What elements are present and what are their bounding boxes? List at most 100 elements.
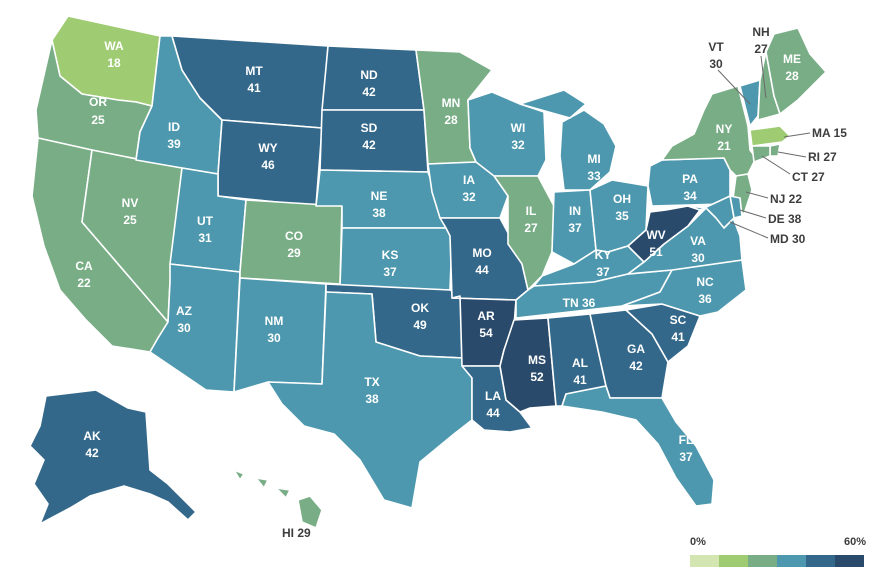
state-TX[interactable] (267, 291, 473, 509)
label-IL-value: 27 (524, 221, 538, 235)
state-MA[interactable] (749, 125, 791, 147)
leader-MA (783, 132, 811, 138)
label-DE: DE 38 (768, 212, 802, 226)
state-MI[interactable] (519, 89, 617, 191)
label-IN-abbr: IN (569, 204, 581, 218)
legend-swatch-1 (690, 555, 719, 567)
leader-VT (717, 69, 751, 105)
label-VA-value: 30 (691, 251, 705, 265)
label-IA-abbr: IA (463, 173, 475, 187)
label-OK-value: 49 (413, 318, 427, 332)
label-NE-value: 38 (372, 206, 386, 220)
label-NH-abbr: NH (752, 25, 769, 39)
label-LA-value: 44 (486, 406, 500, 420)
label-MD: MD 30 (770, 232, 806, 246)
label-TX-abbr: TX (364, 375, 379, 389)
state-MD[interactable] (687, 195, 735, 229)
state-CT[interactable] (751, 145, 771, 163)
legend-swatch-3 (748, 555, 777, 567)
external-labels: VT 30 NH 27 MA 15 RI 27 CT 27 NJ 22 DE 3… (282, 25, 847, 540)
label-HI: HI 29 (282, 526, 311, 540)
label-TN: TN 36 (563, 296, 596, 310)
state-AK[interactable] (29, 389, 197, 525)
state-WI[interactable] (467, 91, 547, 177)
state-FL[interactable] (561, 385, 715, 507)
label-OK-abbr: OK (411, 301, 429, 315)
label-MN-abbr: MN (442, 96, 461, 110)
label-MT-abbr: MT (245, 64, 263, 78)
state-ME[interactable] (765, 27, 827, 115)
leader-MD (729, 221, 769, 239)
state-NC[interactable] (621, 259, 747, 317)
label-NC-value: 36 (698, 292, 712, 306)
label-IL-abbr: IL (526, 204, 537, 218)
label-AZ-abbr: AZ (176, 304, 192, 318)
label-FL-abbr: FL (679, 433, 694, 447)
label-FL-value: 37 (679, 450, 693, 464)
label-IN-value: 37 (568, 221, 582, 235)
label-MN-value: 28 (444, 113, 458, 127)
label-TX-value: 38 (365, 392, 379, 406)
label-NJ: NJ 22 (770, 192, 802, 206)
legend-swatch-2 (719, 555, 748, 567)
label-CA-value: 22 (77, 276, 91, 290)
label-ND-abbr: ND (360, 68, 378, 82)
legend-max-label: 60% (844, 536, 866, 548)
legend-swatch-5 (806, 555, 835, 567)
label-AR-value: 54 (479, 326, 493, 340)
label-ND-value: 42 (362, 85, 376, 99)
label-WV-abbr: WV (646, 228, 665, 242)
label-SD-value: 42 (362, 138, 376, 152)
label-MA: MA 15 (812, 126, 847, 140)
leader-NJ (745, 191, 769, 199)
legend-min-label: 0% (690, 536, 706, 548)
state-IL[interactable] (493, 175, 555, 291)
legend-swatch-6 (835, 555, 864, 567)
label-ME-abbr: ME (783, 52, 801, 66)
label-PA-abbr: PA (682, 172, 698, 186)
state-NY[interactable] (661, 85, 757, 177)
label-VT-value: 30 (709, 57, 723, 71)
label-MI-abbr: MI (587, 152, 600, 166)
label-KS-abbr: KS (382, 248, 399, 262)
label-AK-abbr: AK (83, 429, 101, 443)
label-IA-value: 32 (462, 190, 476, 204)
label-ME-value: 28 (785, 69, 799, 83)
label-KS-value: 37 (383, 265, 397, 279)
label-AR-abbr: AR (477, 309, 495, 323)
label-LA-abbr: LA (485, 389, 501, 403)
label-NM-abbr: NM (265, 314, 284, 328)
label-VT-abbr: VT (708, 40, 724, 54)
label-CA-abbr: CA (75, 259, 93, 273)
label-WI-value: 32 (511, 138, 525, 152)
label-ID-abbr: ID (168, 120, 180, 134)
legend-swatch-4 (777, 555, 806, 567)
label-PA-value: 34 (683, 189, 697, 203)
label-GA-abbr: GA (627, 342, 645, 356)
label-WV-value: 51 (649, 245, 663, 259)
state-RI[interactable] (769, 143, 781, 157)
label-OR-abbr: OR (89, 95, 107, 109)
leader-DE (739, 209, 767, 219)
label-GA-value: 42 (629, 359, 643, 373)
label-AL-abbr: AL (572, 356, 588, 370)
label-MI-value: 33 (587, 169, 601, 183)
state-shapes (29, 15, 827, 529)
label-OH-value: 35 (615, 209, 629, 223)
inline-combined-labels: TN 36 (563, 296, 596, 310)
label-CO-abbr: CO (285, 229, 303, 243)
label-NV-value: 25 (123, 213, 137, 227)
legend: 0% 60% (690, 536, 866, 567)
leader-CT (761, 155, 791, 175)
state-HI[interactable] (233, 469, 323, 529)
label-NM-value: 30 (267, 331, 281, 345)
label-WY-value: 46 (261, 158, 275, 172)
label-NY-abbr: NY (716, 122, 733, 136)
label-SC-abbr: SC (670, 313, 687, 327)
label-MS-abbr: MS (528, 353, 546, 367)
label-WA-abbr: WA (104, 39, 124, 53)
label-AK-value: 42 (85, 446, 99, 460)
label-RI: RI 27 (808, 150, 837, 164)
label-OH-abbr: OH (613, 192, 631, 206)
